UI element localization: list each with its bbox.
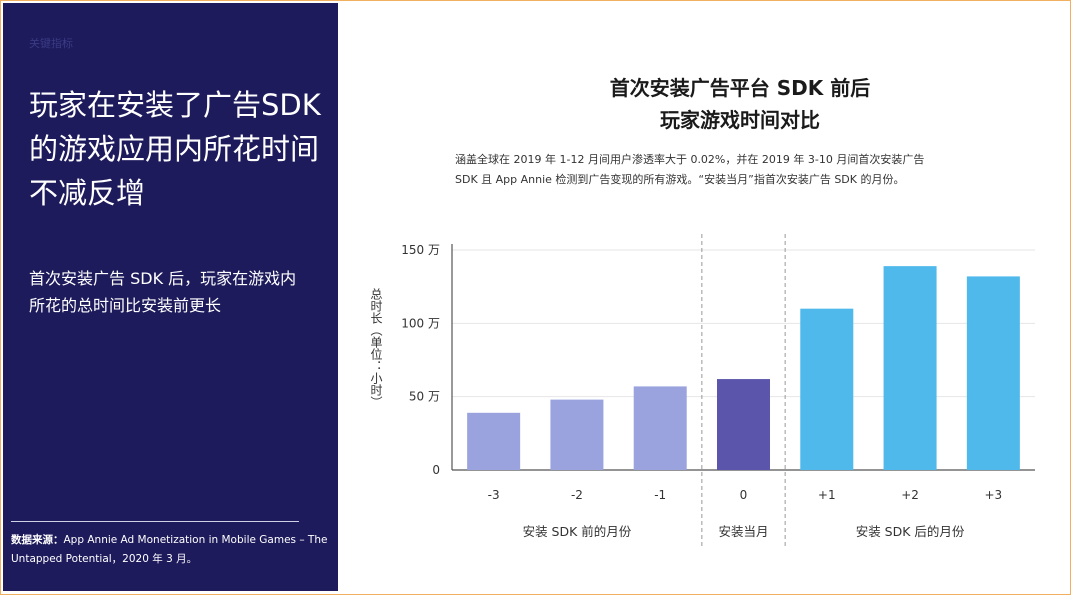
y-axis-label: 总时长（单位：小时） xyxy=(369,288,383,408)
group-label: 安装 SDK 后的月份 xyxy=(856,524,965,539)
chart-note-line2: SDK 且 App Annie 检测到广告变现的所有游戏。“安装当月”指首次安装… xyxy=(455,173,905,186)
group-label: 安装 SDK 前的月份 xyxy=(523,524,632,539)
x-tick-label: +3 xyxy=(985,488,1003,502)
x-tick-label: +2 xyxy=(901,488,919,502)
x-tick-label: -3 xyxy=(488,488,500,502)
x-tick-label: 0 xyxy=(740,488,748,502)
source-note: 数据来源：App Annie Ad Monetization in Mobile… xyxy=(11,531,331,569)
headline: 玩家在安装了广告SDK 的游戏应用内所花时间不减反增 xyxy=(29,88,321,210)
y-tick-label: 0 xyxy=(432,463,440,477)
bar xyxy=(633,386,687,470)
kicker-label: 关键指标 xyxy=(29,37,73,50)
bar xyxy=(550,399,604,470)
group-label: 安装当月 xyxy=(718,524,768,539)
chart-title-line1: 首次安装广告平台 SDK 前后 xyxy=(609,76,871,100)
left-panel: 关键指标 玩家在安装了广告SDK 的游戏应用内所花时间不减反增 首次安装广告 S… xyxy=(3,3,338,591)
bar xyxy=(883,266,937,470)
bar xyxy=(717,379,770,470)
bar xyxy=(800,308,854,470)
source-label: 数据来源： xyxy=(11,534,64,546)
y-tick-label: 150 万 xyxy=(401,243,440,257)
source-text: App Annie Ad Monetization in Mobile Game… xyxy=(11,534,328,565)
x-tick-label: -1 xyxy=(654,488,666,502)
x-tick-label: -2 xyxy=(571,488,583,502)
bar xyxy=(966,276,1020,470)
bar xyxy=(467,412,521,470)
subheadline: 首次安装广告 SDK 后，玩家在游戏内所花的总时间比安装前更长 xyxy=(29,269,297,315)
y-tick-label: 50 万 xyxy=(409,390,440,404)
y-tick-label: 100 万 xyxy=(401,316,440,330)
chart-note-line1: 涵盖全球在 2019 年 1-12 月间用户渗透率大于 0.02%，并在 201… xyxy=(455,153,925,166)
chart-note: 涵盖全球在 2019 年 1-12 月间用户渗透率大于 0.02%，并在 201… xyxy=(455,150,1035,190)
x-tick-label: +1 xyxy=(818,488,836,502)
chart-title: 首次安装广告平台 SDK 前后 玩家游戏时间对比 xyxy=(540,72,940,136)
divider xyxy=(11,521,299,522)
chart-title-line2: 玩家游戏时间对比 xyxy=(660,108,820,132)
